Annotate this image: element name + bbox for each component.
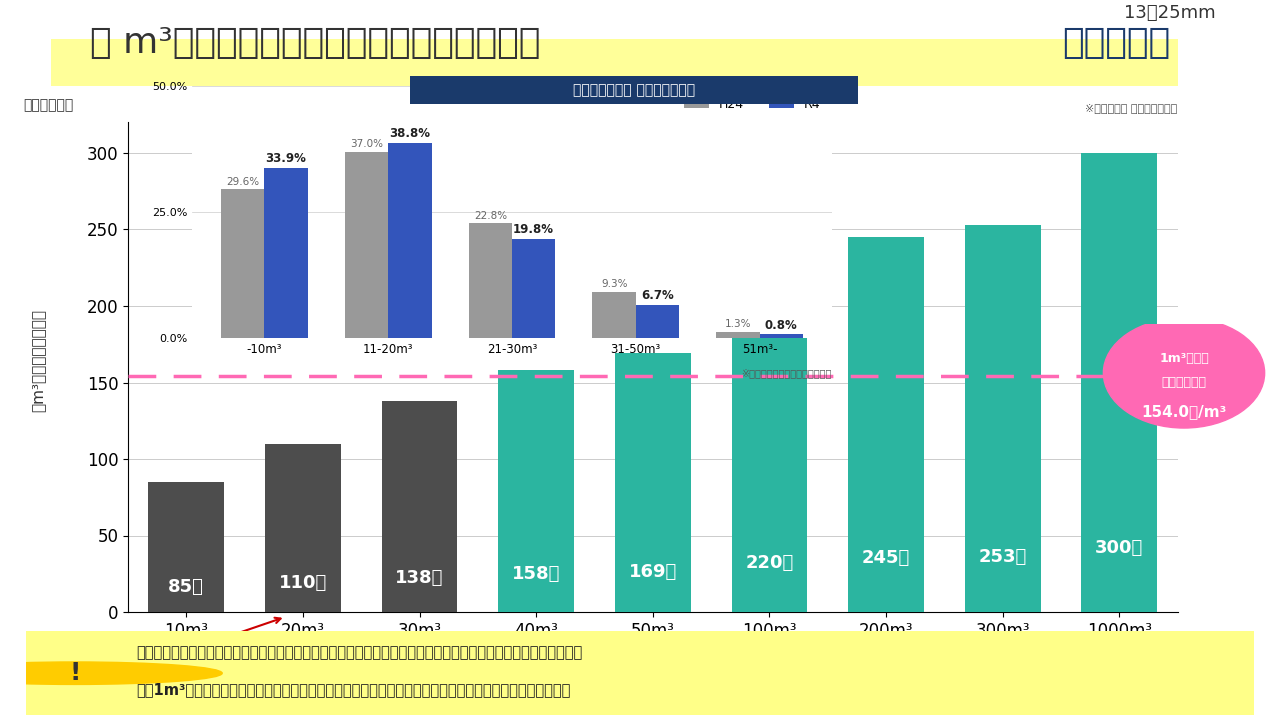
Text: 38.8%: 38.8%	[389, 127, 430, 140]
Text: 138円: 138円	[396, 569, 444, 587]
Bar	[468, 223, 512, 338]
Text: 1.3%: 1.3%	[724, 320, 751, 329]
FancyBboxPatch shape	[388, 74, 881, 106]
Bar	[731, 275, 808, 612]
Text: 【参考】段階別 件数割合の推移: 【参考】段階別 件数割合の推移	[572, 83, 695, 97]
Legend: H24, R4: H24, R4	[678, 93, 826, 116]
Text: ※令和４年度 決算値より算出: ※令和４年度 決算値より算出	[1085, 103, 1178, 112]
Bar	[265, 168, 307, 338]
Text: !: !	[69, 661, 81, 685]
Bar	[636, 305, 680, 338]
Bar	[849, 237, 924, 612]
Circle shape	[1103, 318, 1265, 428]
Text: 110円: 110円	[279, 574, 328, 592]
FancyBboxPatch shape	[51, 39, 1178, 86]
Text: 29.6%: 29.6%	[227, 176, 260, 186]
Text: 19.8%: 19.8%	[513, 223, 554, 236]
Bar	[759, 334, 803, 338]
Bar	[148, 482, 224, 612]
Bar	[965, 225, 1041, 612]
Bar	[221, 189, 265, 338]
FancyBboxPatch shape	[26, 631, 1254, 716]
Bar	[614, 354, 691, 612]
Bar	[381, 401, 457, 612]
Text: 37.0%: 37.0%	[349, 140, 383, 149]
Circle shape	[0, 662, 223, 685]
Text: 9.3%: 9.3%	[600, 279, 627, 289]
Text: 10m³使用した場合の1m³あたりの水道料金: 10m³使用した場合の1m³あたりの水道料金	[148, 675, 308, 688]
Text: 22.8%: 22.8%	[474, 211, 507, 221]
Bar	[717, 332, 759, 338]
Text: １ m³あたりの水道料金と給水にかかる費用: １ m³あたりの水道料金と給水にかかる費用	[90, 26, 540, 60]
Bar	[498, 370, 573, 612]
Bar	[265, 444, 340, 612]
Bar	[593, 292, 636, 338]
Text: 158円: 158円	[512, 565, 561, 583]
Bar	[1082, 153, 1157, 612]
Text: １m³あたりの水道料金: １m³あたりの水道料金	[31, 308, 46, 412]
Text: 13〜25mm: 13〜25mm	[1124, 4, 1216, 22]
Text: 0.8%: 0.8%	[765, 319, 797, 332]
Text: 少量使用者の料金を給水にかかる費用よりも低く設定し、多量使用者の料金収入でその不足部分を補っています。: 少量使用者の料金を給水にかかる費用よりも低く設定し、多量使用者の料金収入でその不…	[136, 645, 582, 660]
Text: 300円: 300円	[1096, 539, 1143, 557]
Text: ※割合は認定件数をベースに算出: ※割合は認定件数をベースに算出	[741, 368, 832, 378]
Text: 220円: 220円	[745, 554, 794, 572]
Text: 253円: 253円	[978, 547, 1027, 565]
Bar	[512, 238, 556, 338]
Bar	[344, 152, 388, 338]
Text: 同じ1m³の水使用であっても料金単価の格差が生じており、負担の公平性の観点でも課題を抱えています。: 同じ1m³の水使用であっても料金単価の格差が生じており、負担の公平性の観点でも課…	[136, 683, 571, 698]
Text: にかかる費用: にかかる費用	[1161, 377, 1207, 390]
Text: 1m³の給水: 1m³の給水	[1160, 352, 1208, 365]
Text: 245円: 245円	[861, 549, 910, 567]
Text: 6.7%: 6.7%	[641, 289, 673, 302]
Text: 154.0円/m³: 154.0円/m³	[1142, 405, 1226, 420]
Text: 33.9%: 33.9%	[266, 152, 306, 165]
Bar	[388, 143, 431, 338]
Text: 【小口径】: 【小口径】	[1062, 26, 1170, 60]
Text: 169円: 169円	[628, 563, 677, 581]
Text: （税抜・円）: （税抜・円）	[23, 99, 73, 112]
Text: 85円: 85円	[169, 578, 205, 596]
